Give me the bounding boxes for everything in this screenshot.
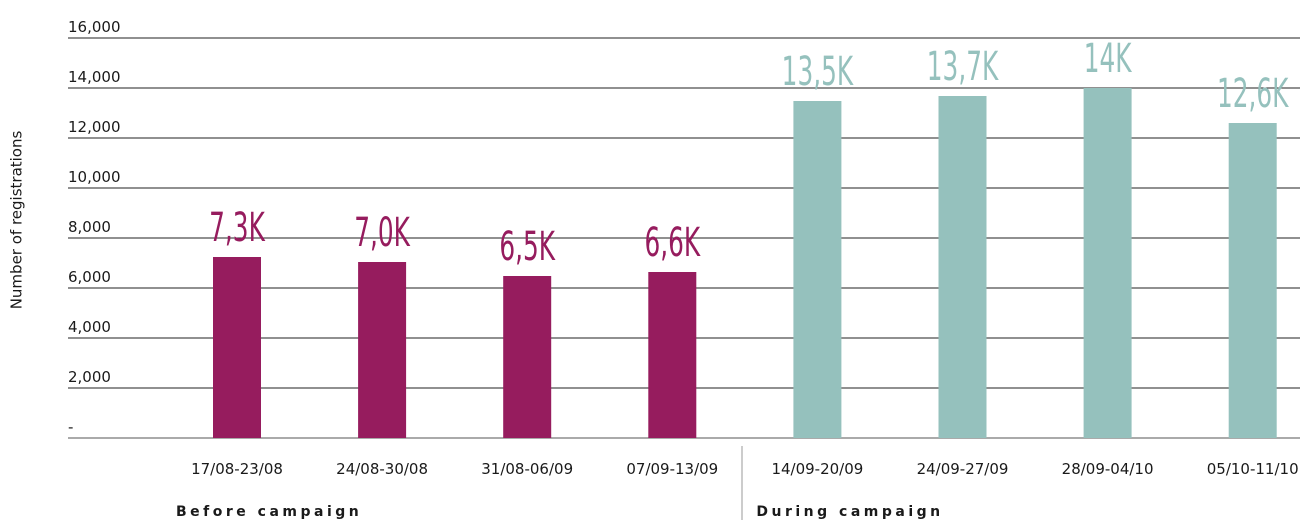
y-tick-label: 14,000 (68, 68, 121, 86)
value-label: 14K (1084, 35, 1133, 82)
y-tick-label: 12,000 (68, 118, 121, 136)
value-label: 13,5K (782, 48, 854, 95)
value-label: 13,7K (927, 43, 999, 90)
x-tick-label: 17/08-23/08 (191, 460, 283, 478)
x-tick-label: 14/09-20/09 (771, 460, 863, 478)
y-tick-label: 16,000 (68, 18, 121, 36)
group-label: Before campaign (176, 504, 362, 520)
bar (938, 96, 987, 438)
value-label: 6,6K (644, 219, 701, 266)
x-tick-label: 24/09-27/09 (917, 460, 1009, 478)
bar (1083, 88, 1132, 438)
value-label: 6,5K (499, 223, 556, 270)
x-tick-label: 31/08-06/09 (481, 460, 573, 478)
value-label: 7,0K (354, 209, 411, 256)
x-tick-label: 07/09-13/09 (626, 460, 718, 478)
bar (358, 262, 407, 438)
bar (213, 257, 261, 438)
x-tick-label: 24/08-30/08 (336, 460, 428, 478)
y-axis-label: Number of registrations (8, 131, 26, 310)
value-label: 7,3K (209, 204, 266, 251)
y-tick-label: 2,000 (68, 368, 111, 386)
y-tick-label: 10,000 (68, 168, 121, 186)
y-tick-label: 4,000 (68, 318, 111, 336)
value-label: 12,6K (1217, 70, 1289, 117)
x-tick-label: 05/10-11/10 (1207, 460, 1299, 478)
bar (648, 272, 697, 438)
bar (793, 101, 842, 438)
y-tick-label: 8,000 (68, 218, 111, 236)
y-tick-label: 6,000 (68, 268, 111, 286)
x-tick-label: 28/09-04/10 (1062, 460, 1154, 478)
group-label: During campaign (756, 504, 943, 520)
bar (503, 276, 552, 438)
bar (1228, 123, 1277, 438)
y-tick-label: - (68, 418, 73, 436)
